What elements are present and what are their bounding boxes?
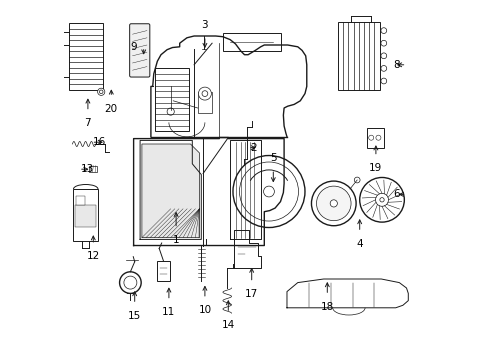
Bar — [337, 22, 379, 90]
Text: 12: 12 — [86, 251, 100, 261]
Circle shape — [380, 78, 386, 84]
Text: 4: 4 — [356, 239, 362, 249]
Bar — [223, 33, 280, 51]
Circle shape — [375, 135, 380, 140]
Circle shape — [123, 276, 137, 289]
Circle shape — [380, 53, 386, 59]
Text: 17: 17 — [244, 289, 258, 299]
Bar — [157, 261, 170, 281]
Text: 20: 20 — [104, 104, 118, 114]
Circle shape — [329, 200, 337, 207]
Circle shape — [202, 91, 207, 96]
Text: 6: 6 — [392, 189, 399, 199]
Text: 8: 8 — [392, 60, 399, 70]
Bar — [76, 196, 84, 204]
Text: 5: 5 — [269, 153, 276, 163]
Circle shape — [379, 198, 384, 202]
Text: 18: 18 — [320, 302, 333, 312]
Text: 19: 19 — [368, 163, 382, 173]
Circle shape — [198, 87, 211, 100]
Text: 16: 16 — [93, 137, 106, 147]
Bar — [69, 23, 103, 90]
Text: 13: 13 — [81, 164, 94, 174]
Circle shape — [263, 186, 274, 197]
Bar — [89, 166, 97, 172]
Circle shape — [380, 28, 386, 33]
Circle shape — [99, 90, 103, 94]
Text: 11: 11 — [162, 307, 175, 317]
Text: 9: 9 — [130, 42, 137, 52]
Circle shape — [239, 162, 298, 221]
Bar — [197, 92, 212, 113]
Circle shape — [167, 108, 174, 115]
Text: 15: 15 — [128, 311, 141, 321]
Polygon shape — [142, 144, 199, 238]
Circle shape — [232, 156, 305, 228]
Text: 1: 1 — [172, 235, 179, 245]
Text: 10: 10 — [198, 305, 211, 315]
Circle shape — [368, 135, 373, 140]
Circle shape — [380, 40, 386, 46]
Circle shape — [120, 272, 141, 293]
Circle shape — [311, 181, 355, 226]
Text: 7: 7 — [84, 118, 91, 128]
Bar — [73, 189, 98, 241]
Circle shape — [380, 66, 386, 71]
FancyBboxPatch shape — [129, 24, 149, 77]
Bar — [75, 205, 96, 227]
Circle shape — [359, 177, 404, 222]
Circle shape — [375, 193, 387, 206]
Text: 3: 3 — [201, 19, 208, 30]
Circle shape — [316, 186, 350, 221]
Circle shape — [98, 88, 104, 95]
Text: 14: 14 — [221, 320, 234, 330]
Circle shape — [354, 177, 359, 183]
Bar — [366, 128, 384, 148]
Bar — [155, 68, 189, 131]
Text: 2: 2 — [249, 143, 256, 153]
